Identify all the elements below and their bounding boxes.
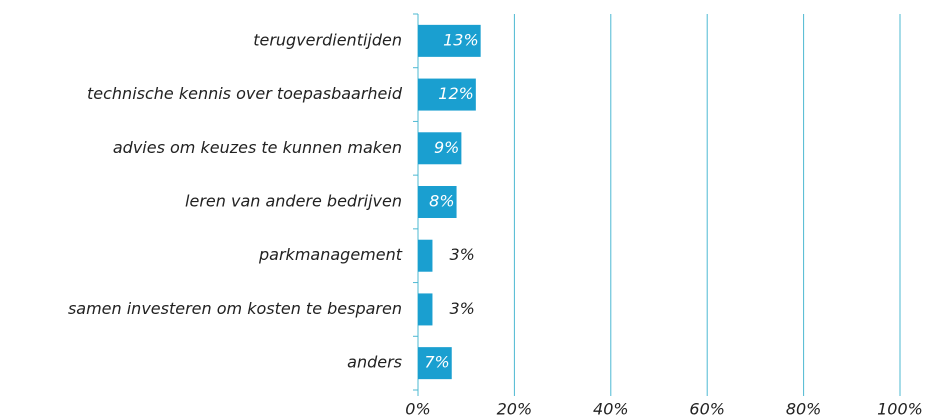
value-label: 13% <box>443 30 479 49</box>
value-label: 3% <box>449 299 474 318</box>
bar <box>418 293 433 326</box>
bar <box>418 78 476 111</box>
bar <box>418 239 433 272</box>
category-label: technische kennis over toepasbaarheid <box>87 84 403 103</box>
category-label: samen investeren om kosten te besparen <box>68 299 402 318</box>
category-label: parkmanagement <box>258 245 403 264</box>
category-label: advies om keuzes te kunnen maken <box>113 138 402 157</box>
value-label: 3% <box>449 245 474 264</box>
value-label: 7% <box>424 353 449 372</box>
bar <box>418 132 462 165</box>
bar <box>418 24 481 57</box>
x-tick-label: 60% <box>689 400 725 418</box>
category-label: terugverdientijden <box>253 30 402 49</box>
category-label: leren van andere bedrijven <box>185 192 402 211</box>
x-tick-label: 0% <box>405 400 430 418</box>
x-tick-label: 80% <box>786 400 822 418</box>
bar <box>418 186 457 218</box>
x-tick-label: 100% <box>877 400 923 418</box>
value-label: 12% <box>438 84 474 103</box>
x-tick-label: 20% <box>497 400 533 418</box>
bar <box>418 347 452 380</box>
x-tick-label: 40% <box>593 400 629 418</box>
value-label: 9% <box>434 138 459 157</box>
value-label: 8% <box>429 192 454 211</box>
category-label: anders <box>347 353 402 372</box>
